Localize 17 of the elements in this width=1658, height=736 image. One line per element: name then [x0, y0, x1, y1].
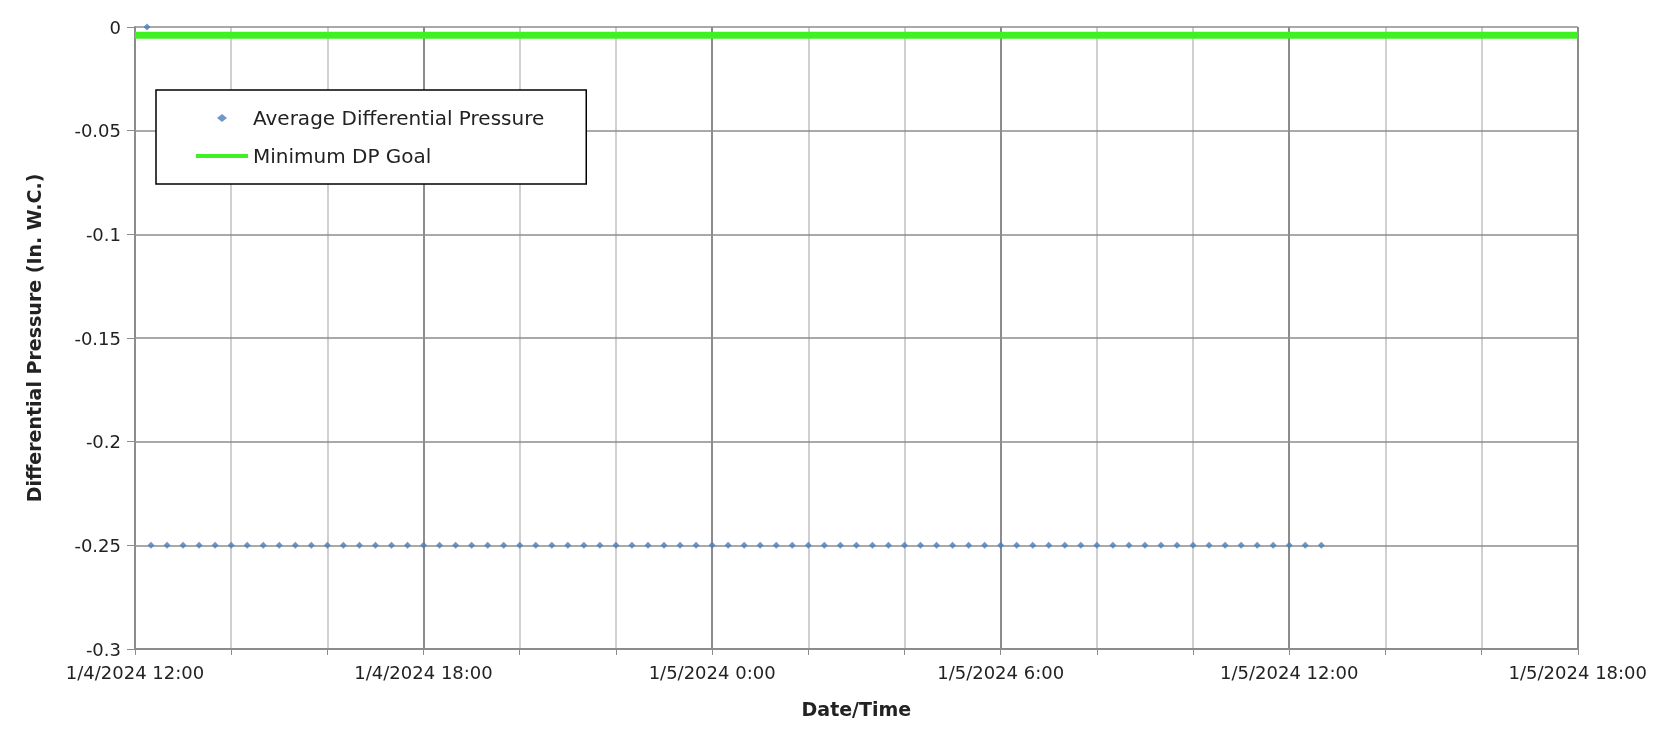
y-tick-label: -0.25 [74, 534, 121, 556]
legend-label: Average Differential Pressure [253, 106, 545, 130]
y-tick-label: -0.3 [85, 638, 121, 660]
x-tick-label: 1/5/2024 18:00 [1508, 661, 1647, 683]
y-tick-label: -0.05 [74, 120, 121, 142]
y-tick-label: -0.15 [74, 327, 121, 349]
y-tick-label: -0.2 [85, 431, 121, 453]
x-tick-label: 1/5/2024 6:00 [937, 661, 1065, 683]
legend-label: Minimum DP Goal [253, 144, 432, 168]
x-axis-title: Date/Time [801, 697, 912, 720]
x-tick-label: 1/5/2024 12:00 [1220, 661, 1359, 683]
x-tick-label: 1/4/2024 18:00 [354, 661, 493, 683]
y-axis-title: Differential Pressure (In. W.C.) [22, 173, 45, 503]
x-tick-label: 1/5/2024 0:00 [648, 661, 776, 683]
x-tick-label: 1/4/2024 12:00 [65, 661, 205, 683]
y-tick-label: -0.1 [85, 223, 121, 245]
y-tick-label: 0 [109, 16, 121, 38]
